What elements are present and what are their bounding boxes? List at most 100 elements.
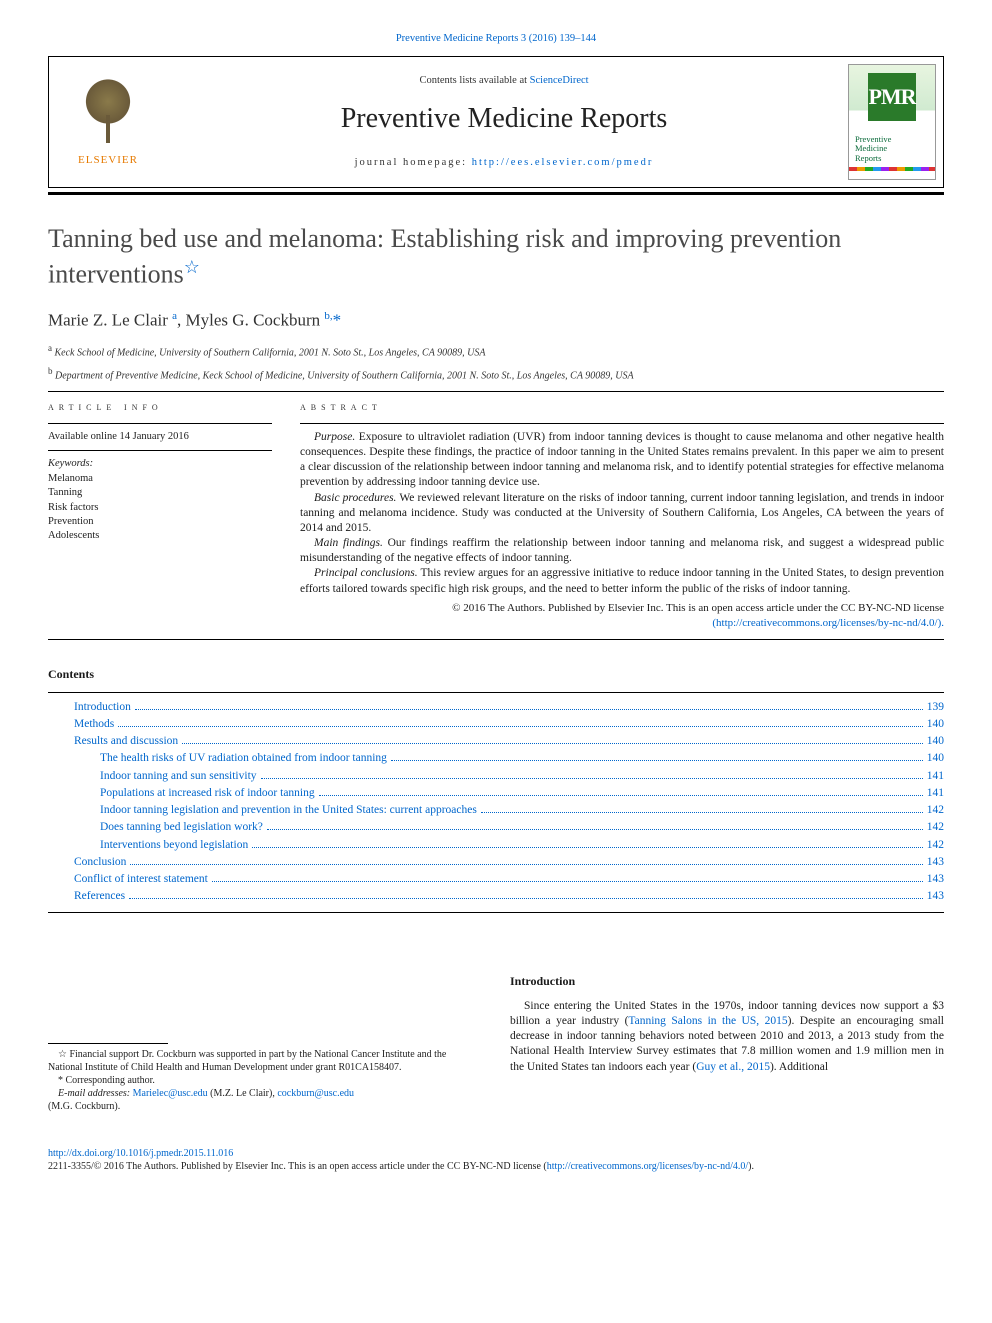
footer-license-link[interactable]: http://creativecommons.org/licenses/by-n…: [547, 1161, 748, 1172]
keywords-list: MelanomaTanningRisk factorsPreventionAdo…: [48, 472, 272, 543]
article-info-column: article info Available online 14 January…: [48, 400, 272, 630]
toc-row: Indoor tanning legislation and preventio…: [48, 802, 944, 819]
contents-available-line: Contents lists available at ScienceDirec…: [419, 74, 588, 88]
info-rule-1: [48, 423, 272, 424]
toc-page-link[interactable]: 143: [927, 888, 944, 905]
keyword: Adolescents: [48, 529, 272, 543]
toc-leader-dots: [129, 898, 923, 899]
toc-entry-link[interactable]: Does tanning bed legislation work?: [100, 819, 263, 836]
toc-entry-link[interactable]: References: [74, 888, 125, 905]
abstract-run-in-head: Basic procedures.: [314, 492, 396, 504]
introduction-column: Introduction Since entering the United S…: [510, 973, 944, 1113]
toc-row: Methods 140: [48, 716, 944, 733]
page-footer: http://dx.doi.org/10.1016/j.pmedr.2015.1…: [48, 1147, 944, 1174]
abstract-paragraph: Main findings. Our findings reaffirm the…: [300, 536, 944, 566]
journal-header-box: ELSEVIER Contents lists available at Sci…: [48, 56, 944, 188]
toc-page-link[interactable]: 140: [927, 716, 944, 733]
intro-text-3: ). Additional: [770, 1061, 828, 1073]
toc-page-link[interactable]: 143: [927, 871, 944, 888]
intro-cite-2[interactable]: Guy et al., 2015: [696, 1061, 770, 1073]
toc-page-link[interactable]: 141: [927, 768, 944, 785]
toc-row: Conclusion 143: [48, 854, 944, 871]
running-head-citation: Preventive Medicine Reports 3 (2016) 139…: [48, 32, 944, 46]
corresponding-footnote: * Corresponding author.: [48, 1074, 482, 1087]
citation-link[interactable]: Preventive Medicine Reports 3 (2016) 139…: [396, 33, 596, 44]
toc-page-link[interactable]: 142: [927, 819, 944, 836]
toc-row: Does tanning bed legislation work? 142: [48, 819, 944, 836]
toc-bottom-rule: [48, 912, 944, 913]
toc-leader-dots: [135, 709, 923, 710]
abstract-paragraph: Principal conclusions. This review argue…: [300, 566, 944, 596]
abstract-run-in-head: Principal conclusions.: [314, 567, 418, 579]
email-label: E-mail addresses:: [58, 1088, 133, 1099]
toc-page-link[interactable]: 142: [927, 837, 944, 854]
keyword: Tanning: [48, 486, 272, 500]
toc-leader-dots: [118, 726, 923, 727]
email-who-2: (M.G. Cockburn).: [48, 1100, 482, 1113]
doi-link[interactable]: http://dx.doi.org/10.1016/j.pmedr.2015.1…: [48, 1148, 233, 1159]
journal-homepage-link[interactable]: http://ees.elsevier.com/pmedr: [472, 157, 654, 168]
abstract-column: abstract Purpose. Exposure to ultraviole…: [300, 400, 944, 630]
abstract-body: Purpose. Exposure to ultraviolet radiati…: [300, 430, 944, 597]
toc-leader-dots: [391, 760, 923, 761]
journal-homepage-line: journal homepage: http://ees.elsevier.co…: [355, 156, 654, 170]
journal-cover-cell: PMR Preventive Medicine Reports: [841, 57, 943, 187]
toc-page-link[interactable]: 140: [927, 733, 944, 750]
toc-page-link[interactable]: 139: [927, 699, 944, 716]
keyword: Prevention: [48, 515, 272, 529]
toc-entry-link[interactable]: Interventions beyond legislation: [100, 837, 248, 854]
toc-page-link[interactable]: 142: [927, 802, 944, 819]
toc-entry-link[interactable]: Indoor tanning and sun sensitivity: [100, 768, 257, 785]
toc-page-link[interactable]: 143: [927, 854, 944, 871]
toc-leader-dots: [182, 743, 923, 744]
toc-leader-dots: [252, 847, 923, 848]
toc-page-link[interactable]: 140: [927, 750, 944, 767]
abstract-run-in-head: Main findings.: [314, 537, 383, 549]
contents-prefix: Contents lists available at: [419, 75, 529, 86]
abstract-run-in-head: Purpose.: [314, 431, 355, 443]
keyword: Melanoma: [48, 472, 272, 486]
toc-entry-link[interactable]: Indoor tanning legislation and preventio…: [100, 802, 477, 819]
cover-title-3: Reports: [849, 154, 935, 163]
header-rule: [48, 192, 944, 195]
article-title: Tanning bed use and melanoma: Establishi…: [48, 223, 944, 291]
toc-leader-dots: [319, 795, 923, 796]
license-link[interactable]: (http://creativecommons.org/licenses/by-…: [712, 617, 944, 629]
email-link-1[interactable]: Marielec@usc.edu: [133, 1088, 208, 1099]
toc-entry-link[interactable]: Conclusion: [74, 854, 126, 871]
toc-entry-link[interactable]: Conflict of interest statement: [74, 871, 208, 888]
info-abstract-row: article info Available online 14 January…: [48, 400, 944, 630]
toc-leader-dots: [267, 829, 923, 830]
article-title-text: Tanning bed use and melanoma: Establishi…: [48, 224, 841, 288]
footer-copyright-pre: 2211-3355/© 2016 The Authors. Published …: [48, 1161, 547, 1172]
email-link-2[interactable]: cockburn@usc.edu: [277, 1088, 354, 1099]
publisher-logo-cell: ELSEVIER: [49, 57, 167, 187]
info-rule-2: [48, 450, 272, 451]
toc-leader-dots: [130, 864, 922, 865]
abstract-paragraph: Purpose. Exposure to ultraviolet radiati…: [300, 430, 944, 491]
homepage-prefix: journal homepage:: [355, 157, 472, 168]
pmr-badge-icon: PMR: [868, 73, 916, 121]
elsevier-label: ELSEVIER: [78, 153, 138, 168]
toc-row: Interventions beyond legislation 142: [48, 837, 944, 854]
toc-entry-link[interactable]: Methods: [74, 716, 114, 733]
funding-text: Financial support Dr. Cockburn was suppo…: [48, 1049, 446, 1073]
toc-entry-link[interactable]: Introduction: [74, 699, 131, 716]
intro-cite-1[interactable]: Tanning Salons in the US, 2015: [628, 1015, 787, 1027]
journal-cover-thumb: PMR Preventive Medicine Reports: [848, 64, 936, 180]
title-footnote-star-icon: ☆: [184, 257, 200, 277]
toc-row: Results and discussion 140: [48, 733, 944, 750]
footnote-rule: [48, 1043, 168, 1044]
sciencedirect-link[interactable]: ScienceDirect: [530, 75, 589, 86]
toc-row: Populations at increased risk of indoor …: [48, 785, 944, 802]
toc-page-link[interactable]: 141: [927, 785, 944, 802]
toc-entry-link[interactable]: The health risks of UV radiation obtaine…: [100, 750, 387, 767]
article-info-head: article info: [48, 400, 272, 415]
affiliation: a Keck School of Medicine, University of…: [48, 342, 944, 360]
toc-leader-dots: [481, 812, 923, 813]
contents-head: Contents: [48, 666, 944, 682]
toc-row: Indoor tanning and sun sensitivity 141: [48, 768, 944, 785]
toc-entry-link[interactable]: Populations at increased risk of indoor …: [100, 785, 315, 802]
title-block-rule: [48, 391, 944, 392]
toc-entry-link[interactable]: Results and discussion: [74, 733, 178, 750]
